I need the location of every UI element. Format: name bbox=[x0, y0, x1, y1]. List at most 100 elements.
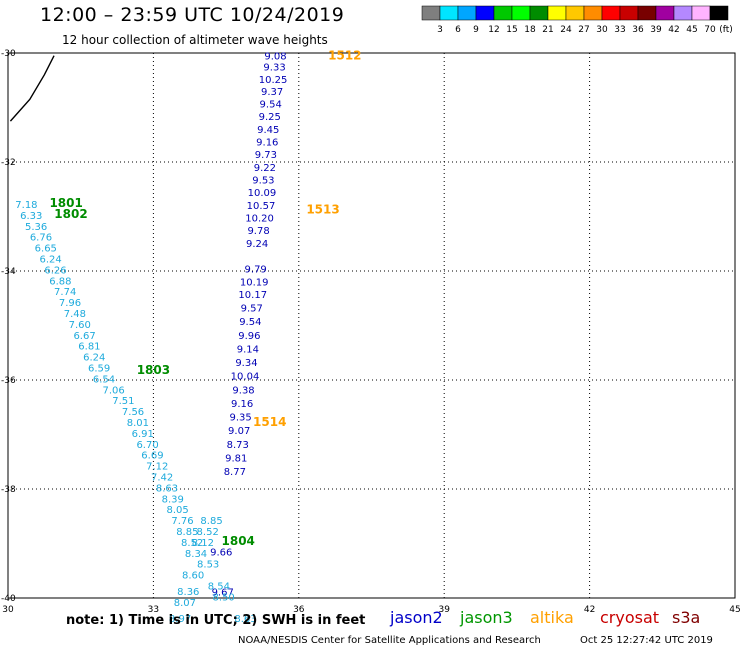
x-tick-label: 36 bbox=[293, 605, 305, 615]
y-tick-label: -32 bbox=[1, 158, 16, 168]
swh-value-label: 7.51 bbox=[112, 396, 134, 407]
swh-value-label: 9.81 bbox=[225, 453, 247, 464]
swh-value-label: 8.73 bbox=[227, 440, 249, 451]
swh-value-label: 9.16 bbox=[256, 137, 278, 148]
colorbar-label: 12 bbox=[488, 25, 499, 35]
colorbar-label: 3 bbox=[437, 25, 443, 35]
swh-value-label: 6.81 bbox=[78, 342, 100, 353]
colorbar-label: 9 bbox=[473, 25, 479, 35]
swh-value-label: 8.52 bbox=[197, 527, 219, 538]
colorbar-unit: (ft) bbox=[719, 25, 733, 35]
credit-text: NOAA/NESDIS Center for Satellite Applica… bbox=[238, 635, 541, 646]
swh-value-label: 6.24 bbox=[83, 353, 105, 364]
swh-value-label: 10.17 bbox=[238, 290, 267, 301]
swh-value-label: 5.36 bbox=[25, 222, 47, 233]
swh-value-label: 8.34 bbox=[185, 549, 207, 560]
swh-value-label: 8.85 bbox=[176, 527, 198, 538]
colorbar-swatch bbox=[691, 5, 711, 21]
swh-value-label: 9.37 bbox=[261, 87, 283, 98]
swh-value-label: 9.22 bbox=[254, 163, 276, 174]
colorbar-label: 33 bbox=[614, 25, 625, 35]
colorbar-label: 36 bbox=[632, 25, 644, 35]
colorbar-swatch bbox=[475, 5, 495, 21]
colorbar-swatch bbox=[601, 5, 621, 21]
mission-legend-jason2: jason2 bbox=[390, 608, 443, 627]
colorbar-label: 18 bbox=[524, 25, 536, 35]
swh-value-label: 6.76 bbox=[30, 233, 52, 244]
swh-value-label: 9.54 bbox=[260, 100, 282, 111]
colorbar-label: 6 bbox=[455, 25, 461, 35]
swh-value-label: 9.34 bbox=[235, 358, 257, 369]
swh-value-label: 9.66 bbox=[210, 548, 232, 559]
x-tick-label: 39 bbox=[438, 605, 450, 615]
swh-value-label: 8.77 bbox=[224, 467, 246, 478]
swh-value-label: 10.57 bbox=[247, 201, 276, 212]
colorbar-label: 42 bbox=[668, 25, 679, 35]
y-tick-label: -34 bbox=[1, 267, 16, 277]
swh-value-label: 9.25 bbox=[259, 112, 281, 123]
swh-value-label: 9.24 bbox=[246, 239, 268, 250]
colorbar-swatch bbox=[655, 5, 675, 21]
swh-value-label: 10.09 bbox=[248, 188, 277, 199]
swh-value-label: 8.52 bbox=[181, 538, 203, 549]
swh-value-label: 8.85 bbox=[200, 516, 222, 527]
pass-number-label: 1802 bbox=[54, 207, 87, 221]
swh-value-label: 8.07 bbox=[174, 598, 196, 609]
swh-value-label: 6.54 bbox=[93, 374, 115, 385]
swh-value-label: 6.88 bbox=[49, 276, 71, 287]
swh-value-label: 9.33 bbox=[263, 63, 285, 74]
swh-value-label: 9.07 bbox=[228, 426, 250, 437]
swh-value-label: 6.67 bbox=[73, 331, 95, 342]
swh-value-label: 8.97 bbox=[169, 614, 191, 625]
swh-value-label: 9.67 bbox=[212, 587, 234, 598]
swh-value-label: 6.70 bbox=[136, 440, 158, 451]
swh-value-label: 6.24 bbox=[40, 254, 62, 265]
swh-value-label: 7.56 bbox=[122, 407, 144, 418]
swh-value-label: 8.53 bbox=[197, 560, 219, 571]
swh-value-label: 6.26 bbox=[44, 265, 66, 276]
colorbar-swatch bbox=[637, 5, 657, 21]
swh-value-label: 7.42 bbox=[151, 472, 173, 483]
swh-value-label: 7.96 bbox=[59, 298, 81, 309]
pass-number-label: 1804 bbox=[222, 534, 255, 548]
mission-legend-altika: altika bbox=[530, 608, 574, 627]
swh-value-label: 6.65 bbox=[35, 244, 57, 255]
colorbar-swatch bbox=[493, 5, 513, 21]
colorbar-label: 45 bbox=[686, 25, 697, 35]
swh-value-label: 9.38 bbox=[232, 385, 254, 396]
mission-legend-cryosat: cryosat bbox=[600, 608, 660, 627]
pass-number-label: 1803 bbox=[137, 363, 170, 377]
swh-value-label: 9.96 bbox=[238, 331, 260, 342]
pass-number-label: 1801 bbox=[49, 196, 82, 210]
swh-value-label: 8.12 bbox=[192, 538, 214, 549]
colorbar-swatch bbox=[547, 5, 567, 21]
swh-value-label: 9.73 bbox=[255, 150, 277, 161]
swh-value-label: 8.36 bbox=[177, 587, 199, 598]
swh-value-label: 9.57 bbox=[241, 304, 263, 315]
swh-value-label: 6.33 bbox=[20, 211, 42, 222]
map-frame bbox=[7, 52, 736, 599]
swh-value-label: 7.48 bbox=[64, 309, 86, 320]
colorbar-swatch bbox=[439, 5, 459, 21]
swh-value-label: 8.01 bbox=[127, 418, 149, 429]
colorbar-swatch bbox=[421, 5, 441, 21]
swh-value-label: 7.74 bbox=[54, 287, 76, 298]
swh-value-label: 9.78 bbox=[247, 226, 269, 237]
footer-note: note: 1) Time is in UTC; 2) SWH is in fe… bbox=[66, 613, 366, 628]
colorbar-swatch bbox=[529, 5, 549, 21]
colorbar-swatch bbox=[565, 5, 585, 21]
swh-value-label: 9.16 bbox=[231, 399, 253, 410]
swh-value-label: 9.79 bbox=[245, 264, 267, 275]
colorbar-label: 39 bbox=[650, 25, 662, 35]
swh-value-label: 9.08 bbox=[264, 52, 286, 63]
colorbar-label: 27 bbox=[578, 25, 589, 35]
x-tick-label: 33 bbox=[148, 605, 159, 615]
swh-value-label: 6.59 bbox=[88, 363, 110, 374]
map-title: 12:00 – 23:59 UTC 10/24/2019 bbox=[40, 4, 345, 26]
coastline-path bbox=[9, 55, 55, 122]
swh-value-label: 7.76 bbox=[171, 516, 193, 527]
colorbar-label: 30 bbox=[596, 25, 608, 35]
y-tick-label: -36 bbox=[1, 376, 16, 386]
